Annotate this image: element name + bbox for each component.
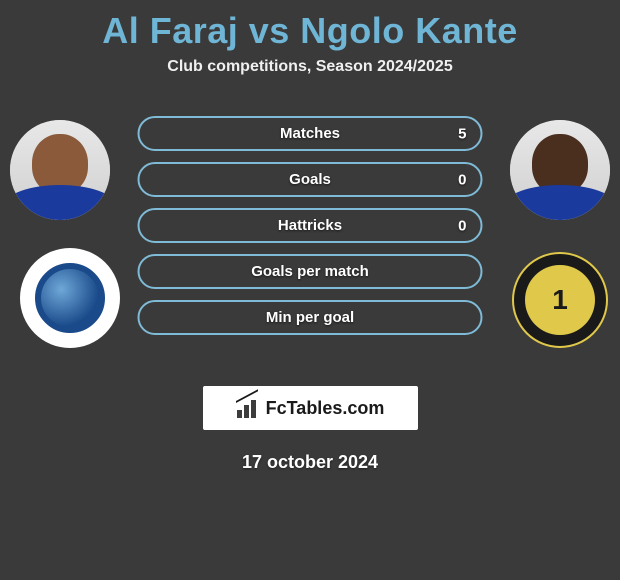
stat-label: Goals: [289, 171, 331, 188]
person-icon: [10, 120, 110, 220]
page-title: Al Faraj vs Ngolo Kante: [0, 10, 620, 52]
stat-row: Goals per match: [138, 254, 483, 289]
chart-icon: [236, 398, 260, 418]
stat-label: Hattricks: [278, 217, 342, 234]
club-crest-icon: 1: [525, 265, 595, 335]
club-right-badge: 1: [512, 252, 608, 348]
player-right-avatar: [510, 120, 610, 220]
comparison-area: 1 Matches 5 Goals 0 Hattricks 0 Goals pe…: [0, 106, 620, 366]
stat-label: Goals per match: [251, 263, 369, 280]
site-name: FcTables.com: [266, 398, 385, 419]
stat-value: 0: [458, 171, 466, 188]
stat-value: 5: [458, 125, 466, 142]
stat-label: Matches: [280, 125, 340, 142]
stat-row: Matches 5: [138, 116, 483, 151]
person-icon: [510, 120, 610, 220]
stat-value: 0: [458, 217, 466, 234]
site-logo: FcTables.com: [203, 386, 418, 430]
player-left-avatar: [10, 120, 110, 220]
stats-list: Matches 5 Goals 0 Hattricks 0 Goals per …: [138, 116, 483, 335]
stat-row: Hattricks 0: [138, 208, 483, 243]
club-left-badge: [20, 248, 120, 348]
club-crest-icon: [35, 263, 105, 333]
infographic-root: Al Faraj vs Ngolo Kante Club competition…: [0, 0, 620, 473]
stat-row: Min per goal: [138, 300, 483, 335]
page-subtitle: Club competitions, Season 2024/2025: [0, 58, 620, 76]
stat-row: Goals 0: [138, 162, 483, 197]
infographic-date: 17 october 2024: [0, 452, 620, 473]
stat-label: Min per goal: [266, 309, 354, 326]
